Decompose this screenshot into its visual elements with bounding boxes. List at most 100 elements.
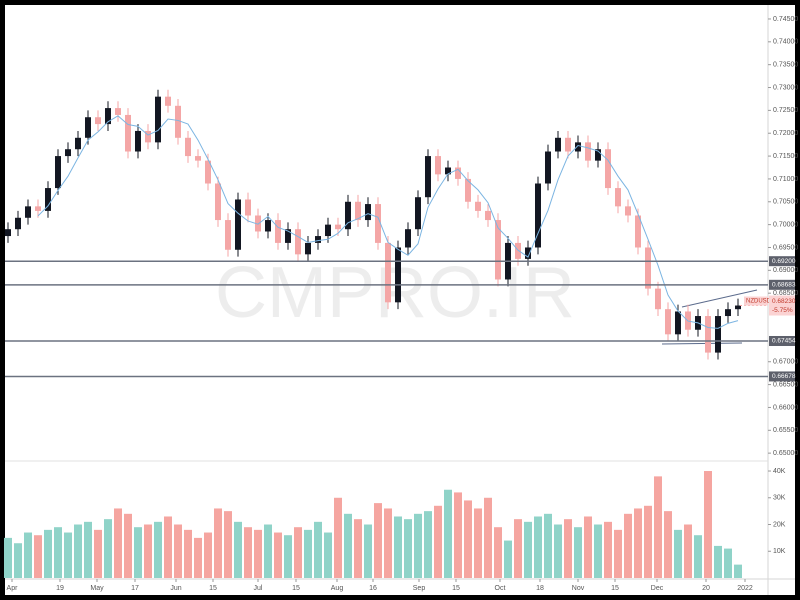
candle-body (715, 316, 721, 353)
y-tick-label: 0.71500 (773, 153, 798, 160)
x-tick-label: 16 (369, 585, 377, 592)
candle-body (605, 149, 611, 189)
volume-bar (234, 521, 242, 578)
y-tick-label: 0.69500 (773, 244, 798, 251)
candle-body (445, 167, 451, 175)
candle-body (165, 96, 171, 106)
candle-body (205, 160, 211, 184)
trend-line (661, 342, 743, 345)
volume-bar (344, 513, 352, 578)
y-tick-label: 0.72500 (773, 107, 798, 114)
volume-bar (684, 524, 692, 578)
x-tick-label: Jul (254, 585, 263, 592)
volume-bar (224, 511, 232, 578)
y-tick-label: 0.67000 (773, 359, 798, 366)
y-tick-label: 0.70000 (773, 221, 798, 228)
volume-bar (244, 527, 252, 578)
volume-bar (264, 524, 272, 578)
x-tick-label: Aug (331, 585, 344, 592)
level-label: 0.68683 (772, 282, 796, 289)
candle-body (325, 224, 331, 237)
volume-bar (274, 532, 282, 578)
candle-body (435, 156, 441, 175)
candle-body (355, 201, 361, 221)
candle-body (535, 183, 541, 248)
candle-body (35, 206, 41, 211)
y-tick-label: 0.66000 (773, 404, 798, 411)
volume-bar (584, 516, 592, 578)
y-tick-label: 0.74500 (773, 16, 798, 23)
candle-body (305, 242, 311, 255)
volume-bar (444, 489, 452, 578)
candle-body (95, 117, 101, 125)
volume-bar (114, 508, 122, 578)
candle-body (705, 316, 711, 353)
volume-bar (4, 537, 12, 578)
candle-body (215, 183, 221, 221)
volume-bar (304, 529, 312, 578)
volume-bar (374, 503, 382, 578)
candle-body (155, 96, 161, 143)
volume-bar (24, 532, 32, 578)
candle-body (115, 108, 121, 115)
volume-bar (254, 529, 262, 578)
volume-bar (164, 516, 172, 578)
y-tick-label: 0.65500 (773, 427, 798, 434)
volume-bar (334, 497, 342, 578)
candle-body (585, 142, 591, 161)
y-tick-label: 0.73500 (773, 62, 798, 69)
candle-body (725, 309, 731, 317)
volume-bar (414, 513, 422, 578)
volume-bar (484, 497, 492, 578)
candle-body (265, 220, 271, 232)
volume-bar (474, 508, 482, 578)
volume-bar (84, 521, 92, 578)
candle-body (195, 156, 201, 161)
last-price-box (769, 295, 795, 316)
volume-bar (94, 529, 102, 578)
volume-bar (104, 519, 112, 578)
candle-body (385, 242, 391, 303)
candle-body (185, 137, 191, 157)
volume-bar (314, 521, 322, 578)
volume-bar (14, 543, 22, 578)
volume-bar (144, 524, 152, 578)
volume-bar (364, 524, 372, 578)
candle-body (125, 114, 131, 152)
y-tick-label: 0.65000 (773, 450, 798, 457)
volume-bar (514, 519, 522, 578)
candle-body (335, 224, 341, 230)
volume-bar (704, 471, 712, 578)
volume-bar (394, 516, 402, 578)
x-tick-label: Jun (170, 585, 181, 592)
candle-body (735, 305, 741, 310)
volume-bar (694, 535, 702, 578)
candle-body (625, 206, 631, 216)
x-tick-label: Sep (413, 585, 426, 592)
x-tick-label: Nov (572, 585, 585, 592)
volume-bar (154, 521, 162, 578)
volume-bar (354, 519, 362, 578)
volume-bar (534, 516, 542, 578)
volume-bar (494, 527, 502, 578)
x-tick-label: Dec (651, 585, 664, 592)
candle-body (525, 247, 531, 259)
candle-body (255, 215, 261, 232)
candle-body (485, 210, 491, 221)
volume-bar (674, 529, 682, 578)
volume-bar (54, 527, 62, 578)
volume-bar (424, 511, 432, 578)
volume-bar (504, 540, 512, 578)
volume-bar (384, 508, 392, 578)
volume-bar (634, 508, 642, 578)
level-label: 0.69200 (772, 258, 796, 265)
candle-body (545, 151, 551, 184)
y-tick-label: 20K (773, 521, 786, 528)
volume-bar (184, 529, 192, 578)
y-tick-label: 0.72000 (773, 130, 798, 137)
volume-bar (44, 529, 52, 578)
candle-body (665, 309, 671, 335)
volume-bar (654, 476, 662, 578)
candle-body (5, 229, 11, 237)
